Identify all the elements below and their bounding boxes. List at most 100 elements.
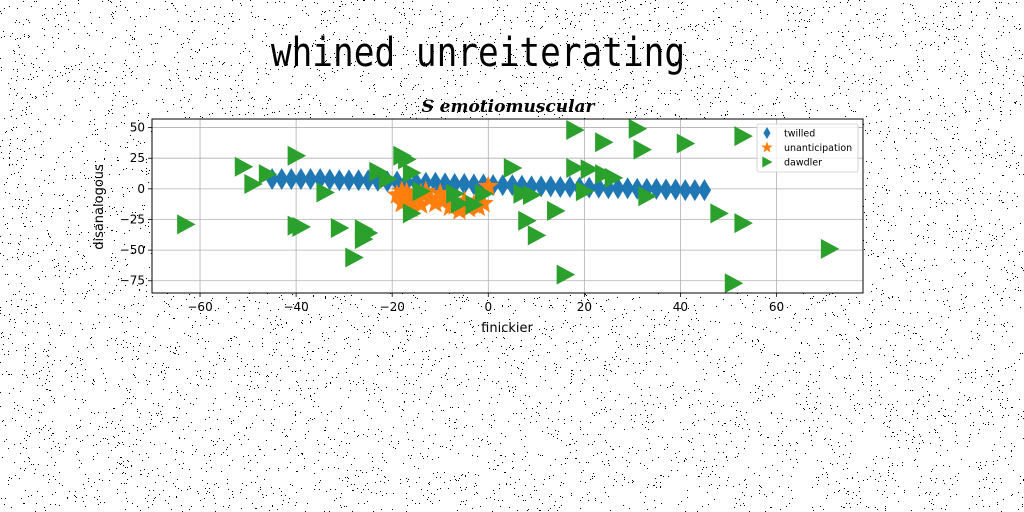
point-dawdler: [820, 238, 840, 259]
point-dawdler: [177, 214, 196, 235]
point-dawdler: [378, 169, 398, 190]
point-twilled: [275, 168, 289, 191]
point-dawdler: [523, 184, 542, 205]
point-twilled: [342, 169, 356, 192]
legend-label: twilled: [784, 129, 815, 140]
point-twilled: [697, 179, 712, 202]
point-twilled: [678, 179, 692, 202]
point-dawdler: [345, 247, 364, 268]
legend: twilled unanticipation dawdler: [756, 123, 859, 173]
point-twilled: [563, 176, 577, 199]
point-twilled: [688, 179, 702, 202]
point-dawdler: [595, 164, 614, 185]
point-dawdler: [402, 203, 422, 224]
point-twilled: [582, 176, 596, 199]
point-twilled: [332, 169, 346, 192]
point-twilled: [351, 169, 366, 192]
point-unanticipation: [401, 197, 422, 218]
point-dawdler: [676, 133, 696, 154]
point-dawdler: [446, 183, 465, 204]
point-dawdler: [465, 194, 484, 215]
point-dawdler: [566, 158, 585, 179]
point-twilled: [659, 178, 673, 201]
y-tick-label: 0: [137, 182, 145, 196]
x-tick-label: 0: [484, 300, 492, 314]
point-unanticipation: [477, 175, 499, 196]
point-dawdler: [556, 264, 576, 285]
point-dawdler: [575, 181, 595, 202]
point-dawdler: [633, 139, 653, 160]
y-tick-label: 50: [130, 121, 145, 135]
legend-label: unanticipation: [784, 143, 852, 154]
point-dawdler: [566, 120, 585, 141]
x-tick-label: −60: [187, 300, 212, 314]
point-dawdler: [734, 213, 753, 234]
point-dawdler: [503, 158, 523, 179]
legend-marker-twilled: [763, 127, 771, 139]
point-unanticipation: [449, 199, 470, 220]
plot-frame: [151, 118, 864, 294]
point-twilled: [534, 175, 548, 198]
point-dawdler: [474, 183, 494, 204]
point-dawdler: [638, 186, 657, 207]
point-dawdler: [604, 167, 624, 188]
point-dawdler: [734, 126, 753, 147]
point-dawdler: [287, 145, 307, 166]
point-twilled: [313, 168, 327, 191]
point-dawdler: [412, 181, 432, 202]
point-unanticipation: [429, 182, 451, 203]
plot-area: [152, 119, 863, 293]
y-axis-label: disanalogous: [92, 164, 107, 250]
point-unanticipation: [410, 193, 432, 214]
point-dawdler: [258, 164, 278, 185]
point-twilled: [323, 168, 337, 191]
point-dawdler: [234, 156, 254, 177]
point-twilled: [621, 177, 635, 200]
y-tick-label: −25: [120, 212, 145, 226]
point-twilled: [544, 175, 558, 198]
point-twilled: [467, 173, 481, 196]
point-dawdler: [292, 216, 311, 237]
figure-title: whined unreiterating: [270, 30, 686, 76]
point-unanticipation: [425, 192, 446, 213]
x-axis-ticks: −60 −40 −20 0 20 40 60: [187, 293, 784, 314]
x-tick-label: 20: [577, 300, 592, 314]
legend-box: [756, 123, 859, 173]
series-dawdler: [177, 118, 840, 294]
point-twilled: [611, 177, 625, 200]
point-twilled: [294, 168, 308, 191]
x-tick-label: 40: [673, 300, 688, 314]
point-dawdler: [244, 173, 263, 194]
legend-label: dawdler: [784, 158, 822, 169]
point-dawdler: [330, 218, 350, 239]
point-dawdler: [513, 183, 532, 204]
chart-title: S emotiomuscular: [421, 97, 595, 117]
point-dawdler: [450, 193, 470, 214]
point-twilled: [496, 174, 510, 197]
point-dawdler: [628, 118, 648, 139]
point-twilled: [669, 178, 683, 201]
x-axis-label: finickier: [481, 321, 533, 336]
point-dawdler: [402, 162, 422, 183]
legend-marker-unanticipation: [761, 141, 773, 153]
point-unanticipation: [391, 180, 413, 201]
point-twilled: [265, 168, 279, 191]
point-unanticipation: [391, 192, 413, 213]
y-tick-label: −50: [120, 243, 145, 257]
legend-marker-dawdler: [762, 156, 773, 168]
point-dawdler: [369, 161, 388, 182]
point-unanticipation: [453, 190, 475, 210]
point-dawdler: [398, 149, 417, 170]
x-tick-label: −40: [283, 300, 308, 314]
point-unanticipation: [386, 184, 408, 204]
y-axis-ticks: −75 −50 −25 0 25 50: [120, 121, 152, 288]
point-dawdler: [518, 210, 537, 231]
point-twilled: [592, 176, 606, 199]
point-dawdler: [547, 200, 566, 221]
point-dawdler: [359, 222, 379, 243]
y-tick-label: −75: [120, 274, 145, 288]
point-dawdler: [316, 182, 335, 203]
